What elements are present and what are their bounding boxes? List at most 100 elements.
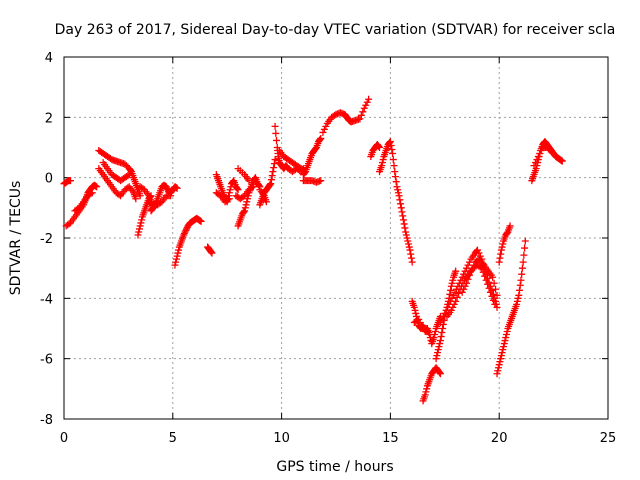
data-point [518,264,526,272]
data-point [386,137,394,145]
data-point [499,240,507,248]
data-point [240,208,248,216]
data-point [452,267,460,275]
data-point [87,190,95,198]
data-point [434,346,442,354]
data-point [410,303,418,311]
data-point [398,208,406,216]
data-point [446,290,454,298]
data-point [431,331,439,339]
data-point [172,255,180,263]
data-point [534,153,542,161]
data-point [365,95,373,103]
data-point [558,157,566,165]
data-point [418,321,426,329]
data-point [375,142,383,150]
x-tick-label: 15 [382,431,399,446]
data-point [297,165,305,173]
data-point [312,145,320,153]
data-point [497,250,505,258]
x-tick-label: 5 [169,431,177,446]
data-point [518,270,526,278]
data-point [273,136,281,144]
data-point [388,146,396,154]
data-point [461,282,469,290]
data-point [450,291,458,299]
x-tick-label: 10 [273,431,290,446]
data-point [447,306,455,314]
data-point [389,150,397,158]
data-point [357,111,365,119]
data-point [423,328,431,336]
data-point [376,144,384,151]
data-point [521,244,529,252]
data-point [183,225,191,233]
data-point [181,228,189,236]
y-tick-label: -4 [40,292,53,307]
data-point [225,192,233,200]
data-point [404,237,412,245]
data-point [233,185,241,193]
data-point [488,292,496,300]
data-point [386,138,394,146]
data-point [93,183,101,191]
data-point [395,192,403,200]
data-point [389,156,397,164]
data-point [317,134,325,142]
data-point [174,249,182,257]
data-point [497,355,505,363]
data-point [547,148,555,156]
data-point [267,176,275,184]
data-point [468,264,476,272]
data-point [520,251,528,259]
data-point [498,243,506,251]
data-point [269,168,277,176]
data-point [439,325,447,332]
data-point [271,122,279,130]
data-point [322,122,330,130]
data-point [266,181,274,189]
data-point [393,183,401,191]
data-point [514,294,522,302]
grid-lines [64,57,608,419]
data-point [502,334,510,342]
data-point [448,279,456,287]
data-points [60,95,566,405]
x-tick-label: 25 [600,431,617,446]
data-point [531,159,539,167]
data-point [272,129,280,137]
data-point [356,115,364,123]
data-point [430,334,438,342]
data-point [412,309,420,317]
data-point [88,189,96,197]
data-point [489,296,497,304]
data-point [249,183,257,191]
data-point [162,183,170,191]
data-point [501,337,509,345]
data-point [138,216,146,224]
data-point [396,196,404,204]
data-point [378,162,386,170]
data-point [268,172,276,180]
data-point [245,177,253,185]
data-point [496,254,504,262]
data-point [124,172,132,180]
data-point [399,212,407,220]
data-point [503,328,511,336]
data-point [491,300,499,308]
data-point [405,240,413,248]
data-point [496,358,504,366]
data-point [433,352,441,360]
data-point [296,164,304,172]
data-point [391,173,399,181]
data-point [452,297,460,305]
data-point [241,207,249,215]
data-point [225,195,233,203]
data-point [136,192,144,200]
data-point [493,291,501,299]
data-point [536,150,544,158]
data-point [450,300,458,308]
data-point [546,147,554,155]
data-point [513,297,521,305]
